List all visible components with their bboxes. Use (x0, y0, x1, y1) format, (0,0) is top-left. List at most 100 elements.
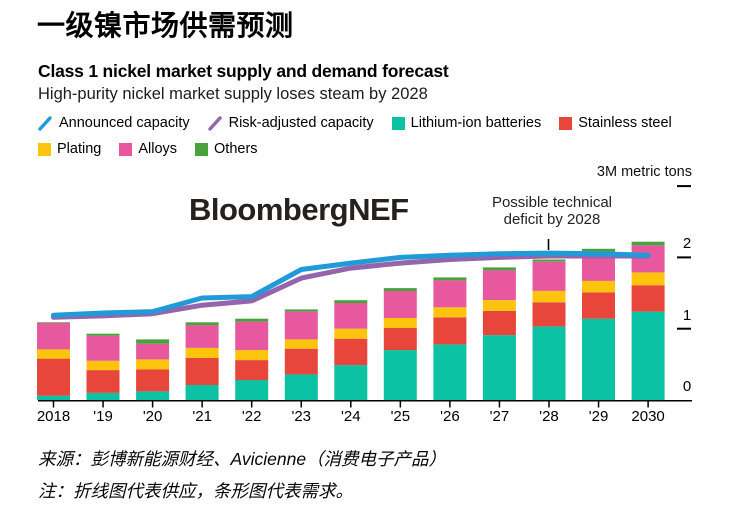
legend-item-announced-capacity: Announced capacity (38, 115, 190, 131)
bar-segment-stainless-steel-2030 (631, 285, 665, 312)
bar-segment-lithium-ion-batteries-20 (136, 391, 170, 400)
deficit-annotation: Possible technical deficit by 2028 (461, 194, 643, 228)
x-label-27: '27 (489, 408, 510, 425)
bar-segment-others-28 (532, 259, 566, 262)
bar-segment-lithium-ion-batteries-21 (185, 385, 219, 400)
bar-segment-stainless-steel-27 (482, 310, 516, 336)
y-axis-unit-label: 3M metric tons (596, 164, 692, 180)
x-label-19: '19 (93, 408, 113, 425)
bar-segment-stainless-steel-22 (235, 360, 269, 381)
deficit-annotation-line2: deficit by 2028 (503, 211, 601, 228)
x-label-24: '24 (341, 408, 361, 425)
bar-segment-alloys-2018 (37, 323, 70, 350)
bar-segment-lithium-ion-batteries-27 (482, 335, 516, 400)
legend-swatch-plating-icon (38, 142, 51, 156)
bar-segment-stainless-steel-23 (284, 348, 318, 375)
bar-segment-lithium-ion-batteries-22 (235, 380, 269, 400)
bar-segment-others-26 (433, 277, 467, 281)
line-announced-capacity (51, 250, 651, 318)
bar-segment-stainless-steel-29 (582, 292, 615, 319)
bar-segment-plating-22 (235, 350, 269, 361)
bar-segment-stainless-steel-21 (185, 357, 219, 385)
legend-item-plating: Plating (38, 141, 101, 157)
bar-segment-others-22 (235, 318, 269, 322)
bar-segment-others-25 (383, 288, 417, 291)
bar-segment-lithium-ion-batteries-24 (334, 365, 368, 400)
deficit-annotation-line1: Possible technical (491, 194, 613, 211)
legend-item-alloys: Alloys (119, 141, 177, 157)
bar-segment-alloys-26 (433, 280, 467, 308)
bar-segment-plating-24 (334, 328, 368, 339)
bar-segment-alloys-23 (284, 311, 318, 340)
legend: Announced capacity Risk-adjusted capacity… (38, 115, 728, 157)
bar-segment-others-21 (185, 322, 219, 326)
legend-swatch-others-icon (195, 142, 209, 156)
legend-label-others: Others (214, 141, 258, 157)
method-note: 注：折线图代表供应，条形图代表需求。 (38, 481, 353, 501)
bar-segment-lithium-ion-batteries-19 (86, 392, 120, 400)
bar-segment-alloys-2030 (631, 245, 665, 273)
bar-segment-lithium-ion-batteries-26 (433, 344, 467, 400)
y-label-0: 0 (682, 378, 692, 395)
bar-segment-stainless-steel-25 (383, 328, 417, 351)
bar-segment-stainless-steel-24 (334, 338, 368, 366)
x-label-20: '20 (142, 408, 163, 425)
bar-segment-plating-2018 (37, 349, 70, 359)
source-note: 来源：彭博新能源财经、Avicienne（消费电子产品） (38, 449, 447, 469)
chart-subtitle: High-purity nickel market supply loses s… (38, 85, 428, 103)
x-label-23: '23 (291, 408, 312, 425)
bar-segment-others-2030 (631, 241, 665, 246)
legend-item-others: Others (195, 141, 258, 157)
legend-swatch-announced-capacity-icon (38, 115, 52, 131)
legend-label-risk-adjusted-capacity: Risk-adjusted capacity (228, 115, 374, 131)
x-label-2018: 2018 (36, 408, 71, 425)
x-label-26: '26 (440, 408, 460, 425)
bar-segment-alloys-19 (86, 335, 120, 361)
bar-segment-lithium-ion-batteries-29 (582, 318, 615, 400)
bar-segment-alloys-25 (383, 290, 417, 318)
chart-title: Class 1 nickel market supply and demand … (38, 61, 449, 81)
bar-segment-plating-26 (433, 307, 467, 318)
bar-segment-alloys-22 (235, 321, 269, 351)
x-label-28: '28 (539, 408, 559, 425)
legend-swatch-risk-adjusted-capacity-icon (207, 115, 222, 131)
bar-segment-others-2018 (37, 322, 70, 323)
bar-segment-alloys-21 (185, 325, 219, 348)
legend-item-stainless-steel: Stainless steel (559, 115, 672, 131)
bar-segment-stainless-steel-19 (86, 370, 120, 393)
bar-segment-plating-27 (482, 300, 516, 311)
bar-segment-stainless-steel-20 (136, 369, 170, 392)
bar-segment-others-23 (284, 309, 318, 312)
legend-item-risk-adjusted-capacity: Risk-adjusted capacity (207, 115, 374, 131)
bar-segment-lithium-ion-batteries-23 (284, 374, 318, 400)
bar-segment-alloys-24 (334, 303, 368, 329)
bar-segment-others-20 (136, 339, 170, 344)
bar-segment-lithium-ion-batteries-28 (532, 326, 566, 400)
bar-segment-stainless-steel-28 (532, 302, 566, 327)
x-label-29: '29 (588, 408, 609, 425)
bar-segment-plating-25 (383, 318, 417, 328)
bar-segment-others-29 (582, 248, 615, 253)
legend-label-announced-capacity: Announced capacity (59, 115, 190, 131)
legend-label-lithium-ion-batteries: Lithium-ion batteries (410, 115, 542, 131)
bar-segment-plating-29 (582, 280, 615, 293)
bar-segment-lithium-ion-batteries-25 (383, 350, 417, 400)
bar-segment-plating-21 (185, 348, 219, 358)
bar-segment-lithium-ion-batteries-2018 (37, 395, 70, 400)
bar-segment-plating-23 (284, 339, 318, 349)
x-label-2030: 2030 (631, 408, 665, 425)
legend-label-alloys: Alloys (138, 141, 178, 157)
bar-segment-lithium-ion-batteries-2030 (631, 311, 665, 400)
legend-swatch-lithium-ion-batteries-icon (391, 116, 405, 130)
bar-segment-plating-2030 (631, 272, 665, 286)
bar-segment-alloys-27 (482, 270, 516, 301)
legend-label-plating: Plating (57, 141, 102, 157)
bar-segment-plating-20 (136, 359, 170, 370)
page-title-zh: 一级镍市场供需预测 (37, 10, 294, 41)
legend-label-stainless-steel: Stainless steel (578, 115, 672, 131)
legend-swatch-stainless-steel-icon (559, 116, 573, 130)
x-label-22: '22 (241, 408, 262, 425)
bar-segment-others-24 (334, 300, 368, 304)
